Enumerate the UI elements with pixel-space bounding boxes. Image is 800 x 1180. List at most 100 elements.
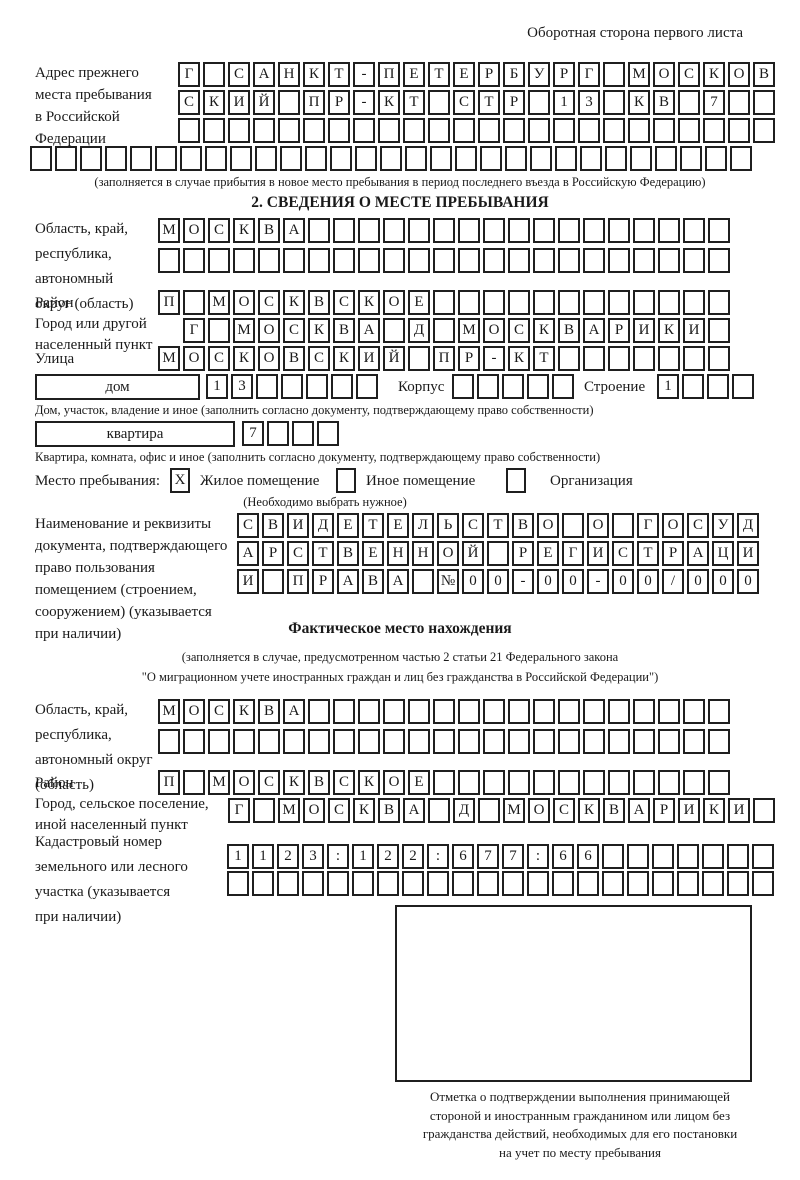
char-cell[interactable]	[183, 729, 205, 754]
char-cell[interactable]	[530, 146, 552, 171]
char-cell[interactable]	[130, 146, 152, 171]
char-cell[interactable]: Д	[453, 798, 475, 823]
char-cell[interactable]	[608, 248, 630, 273]
char-cell[interactable]	[383, 218, 405, 243]
char-cell[interactable]	[633, 248, 655, 273]
char-cell[interactable]: О	[303, 798, 325, 823]
char-cell[interactable]: А	[283, 699, 305, 724]
char-cell[interactable]	[678, 118, 700, 143]
char-cell[interactable]: И	[358, 346, 380, 371]
char-cell[interactable]: С	[208, 218, 230, 243]
char-cell[interactable]: К	[508, 346, 530, 371]
char-cell[interactable]	[253, 798, 275, 823]
char-cell[interactable]	[480, 146, 502, 171]
char-cell[interactable]: С	[308, 346, 330, 371]
char-cell[interactable]	[583, 729, 605, 754]
char-cell[interactable]: К	[578, 798, 600, 823]
char-cell[interactable]	[628, 118, 650, 143]
char-cell[interactable]: Е	[453, 62, 475, 87]
char-cell[interactable]	[412, 569, 434, 594]
char-cell[interactable]: О	[258, 346, 280, 371]
char-cell[interactable]: Р	[553, 62, 575, 87]
char-cell[interactable]	[452, 374, 474, 399]
char-cell[interactable]	[333, 699, 355, 724]
char-cell[interactable]	[633, 729, 655, 754]
char-cell[interactable]	[562, 513, 584, 538]
char-cell[interactable]: :	[527, 844, 549, 869]
char-cell[interactable]	[683, 218, 705, 243]
char-cell[interactable]	[683, 770, 705, 795]
char-cell[interactable]	[528, 118, 550, 143]
char-cell[interactable]	[228, 118, 250, 143]
char-cell[interactable]: П	[158, 770, 180, 795]
char-cell[interactable]: И	[683, 318, 705, 343]
char-cell[interactable]: И	[587, 541, 609, 566]
char-cell[interactable]	[183, 248, 205, 273]
char-cell[interactable]: 7	[502, 844, 524, 869]
char-cell[interactable]: Ь	[437, 513, 459, 538]
char-cell[interactable]: 0	[687, 569, 709, 594]
char-cell[interactable]: М	[208, 290, 230, 315]
char-cell[interactable]	[427, 871, 449, 896]
char-cell[interactable]	[262, 569, 284, 594]
char-cell[interactable]: Т	[487, 513, 509, 538]
char-cell[interactable]	[328, 118, 350, 143]
char-cell[interactable]: Р	[312, 569, 334, 594]
char-cell[interactable]	[503, 118, 525, 143]
char-cell[interactable]	[483, 729, 505, 754]
char-cell[interactable]: К	[353, 798, 375, 823]
char-cell[interactable]	[533, 729, 555, 754]
char-cell[interactable]	[583, 218, 605, 243]
char-cell[interactable]: Р	[458, 346, 480, 371]
char-cell[interactable]	[433, 770, 455, 795]
char-cell[interactable]	[327, 871, 349, 896]
char-cell[interactable]	[508, 218, 530, 243]
char-cell[interactable]: 2	[402, 844, 424, 869]
char-cell[interactable]: А	[628, 798, 650, 823]
char-cell[interactable]	[292, 421, 314, 446]
dom-box[interactable]: дом	[35, 374, 200, 400]
char-cell[interactable]	[253, 118, 275, 143]
char-cell[interactable]: С	[283, 318, 305, 343]
char-cell[interactable]	[408, 218, 430, 243]
char-cell[interactable]	[377, 871, 399, 896]
char-cell[interactable]	[105, 146, 127, 171]
char-cell[interactable]	[433, 318, 455, 343]
char-cell[interactable]: С	[287, 541, 309, 566]
char-cell[interactable]	[655, 146, 677, 171]
char-cell[interactable]	[533, 248, 555, 273]
char-cell[interactable]: Т	[428, 62, 450, 87]
char-cell[interactable]	[683, 248, 705, 273]
char-cell[interactable]	[608, 770, 630, 795]
char-cell[interactable]: К	[203, 90, 225, 115]
char-cell[interactable]	[203, 62, 225, 87]
char-cell[interactable]: П	[433, 346, 455, 371]
char-cell[interactable]: №	[437, 569, 459, 594]
char-cell[interactable]	[707, 374, 729, 399]
char-cell[interactable]: И	[287, 513, 309, 538]
char-cell[interactable]: О	[437, 541, 459, 566]
char-cell[interactable]	[633, 346, 655, 371]
char-cell[interactable]	[678, 90, 700, 115]
char-cell[interactable]: В	[337, 541, 359, 566]
char-cell[interactable]: Й	[462, 541, 484, 566]
char-cell[interactable]	[458, 770, 480, 795]
char-cell[interactable]	[677, 844, 699, 869]
char-cell[interactable]	[633, 770, 655, 795]
char-cell[interactable]: 3	[578, 90, 600, 115]
char-cell[interactable]: Т	[362, 513, 384, 538]
char-cell[interactable]: Г	[562, 541, 584, 566]
char-cell[interactable]	[183, 770, 205, 795]
char-cell[interactable]: С	[508, 318, 530, 343]
char-cell[interactable]	[558, 729, 580, 754]
char-cell[interactable]	[627, 871, 649, 896]
char-cell[interactable]	[633, 218, 655, 243]
char-cell[interactable]: 1	[657, 374, 679, 399]
char-cell[interactable]	[308, 729, 330, 754]
char-cell[interactable]	[558, 290, 580, 315]
char-cell[interactable]: :	[327, 844, 349, 869]
char-cell[interactable]: А	[687, 541, 709, 566]
char-cell[interactable]: К	[358, 770, 380, 795]
char-cell[interactable]: О	[183, 699, 205, 724]
char-cell[interactable]	[155, 146, 177, 171]
